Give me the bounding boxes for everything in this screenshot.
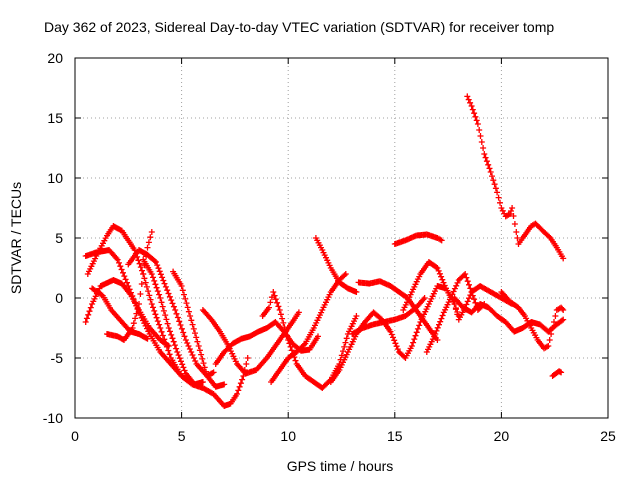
marker-path: [464, 93, 567, 262]
marker-path: [355, 278, 441, 343]
series-track-08: [170, 268, 228, 390]
marker-path: [199, 307, 302, 377]
x-tick-label: 5: [178, 428, 186, 444]
y-tick-label: -10: [43, 410, 63, 426]
x-tick-label: 10: [280, 428, 296, 444]
y-tick-label: 15: [47, 110, 63, 126]
series-track-18: [400, 259, 516, 323]
series-track-05: [104, 229, 155, 343]
marker-path: [104, 229, 155, 343]
series-track-15: [355, 278, 441, 343]
series-track-23: [549, 368, 565, 379]
x-axis-label: GPS time / hours: [287, 458, 394, 474]
series-track-03: [82, 277, 172, 349]
y-tick-label: 10: [47, 170, 63, 186]
data-points: [82, 93, 567, 409]
marker-path: [312, 235, 360, 295]
y-tick-label: 0: [55, 290, 63, 306]
x-tick-label: 0: [71, 428, 79, 444]
marker-path: [82, 277, 172, 349]
marker-path: [349, 295, 428, 337]
y-tick-label: 20: [47, 50, 63, 66]
series-track-22: [498, 289, 567, 352]
x-tick-label: 25: [600, 428, 616, 444]
series-track-06: [125, 247, 217, 379]
chart-title: Day 362 of 2023, Sidereal Day-to-day VTE…: [44, 19, 554, 35]
y-tick-label: -5: [51, 350, 64, 366]
series-track-17: [391, 231, 445, 247]
marker-path: [400, 259, 516, 323]
series-track-09: [199, 307, 302, 377]
x-tick-label: 20: [494, 428, 510, 444]
series-track-19: [423, 271, 488, 355]
marker-path: [423, 271, 488, 355]
series-track-21: [464, 93, 567, 262]
series-track-13: [312, 235, 360, 295]
axis-ticks: 0 5 10 15 20 25 -10 -5 0 5 10 15 20: [43, 50, 616, 444]
marker-path: [498, 289, 567, 352]
y-axis-label: SDTVAR / TECUs: [8, 182, 24, 294]
marker-path: [549, 368, 565, 379]
marker-path: [259, 289, 360, 391]
series-track-07: [140, 256, 206, 388]
marker-path: [170, 268, 228, 390]
marker-path: [140, 256, 206, 388]
x-tick-label: 15: [387, 428, 403, 444]
series-track-16: [349, 295, 428, 337]
marker-path: [391, 231, 445, 247]
y-tick-label: 5: [55, 230, 63, 246]
series-track-11: [259, 289, 360, 391]
marker-path: [125, 247, 217, 379]
